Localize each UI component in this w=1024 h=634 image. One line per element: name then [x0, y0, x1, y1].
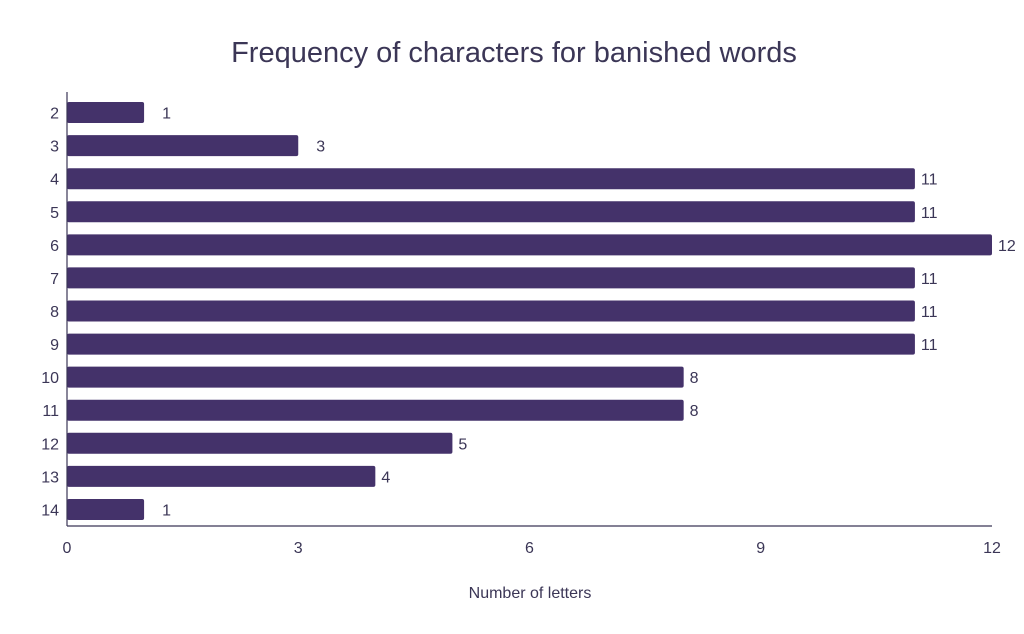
y-axis-ticks: 2 3 4 5 6 7 8 9 10 11 12 13 14 — [41, 106, 59, 520]
data-label-11: 8 — [690, 403, 699, 420]
data-label-7: 11 — [921, 271, 938, 288]
data-label-4: 11 — [921, 172, 938, 189]
bar-2 — [67, 102, 145, 124]
bars-group — [67, 102, 992, 520]
y-tick-label-6: 6 — [50, 238, 59, 255]
bar-13 — [67, 465, 376, 487]
y-tick-label-14: 14 — [41, 502, 59, 519]
x-tick-label-12: 12 — [983, 540, 1001, 557]
y-tick-label-12: 12 — [41, 436, 59, 453]
y-tick-label-5: 5 — [50, 205, 59, 222]
bar-4 — [67, 168, 915, 190]
data-labels-group: 1 3 11 11 12 11 11 11 8 8 5 4 1 — [162, 106, 1016, 520]
data-label-10: 8 — [690, 370, 699, 387]
y-tick-label-3: 3 — [50, 139, 59, 156]
bar-12 — [67, 432, 453, 454]
y-tick-label-9: 9 — [50, 337, 59, 354]
y-tick-label-2: 2 — [50, 106, 59, 123]
x-tick-label-3: 3 — [294, 540, 303, 557]
bar-3 — [67, 135, 299, 157]
y-tick-label-8: 8 — [50, 304, 59, 321]
bar-5 — [67, 201, 915, 223]
x-axis-ticks: 0 3 6 9 12 — [63, 540, 1001, 557]
data-label-8: 11 — [921, 304, 938, 321]
y-tick-label-13: 13 — [41, 469, 59, 486]
y-tick-label-7: 7 — [50, 271, 59, 288]
data-label-14: 1 — [162, 502, 171, 519]
data-label-13: 4 — [381, 469, 390, 486]
x-tick-label-9: 9 — [756, 540, 765, 557]
data-label-3: 3 — [316, 139, 325, 156]
y-tick-label-11: 11 — [42, 403, 59, 420]
bar-11 — [67, 399, 684, 421]
bar-6 — [67, 234, 992, 256]
data-label-9: 11 — [921, 337, 938, 354]
y-tick-label-10: 10 — [41, 370, 59, 387]
chart-title: Frequency of characters for banished wor… — [231, 37, 797, 69]
data-label-5: 11 — [921, 205, 938, 222]
x-tick-label-6: 6 — [525, 540, 534, 557]
bar-9 — [67, 333, 915, 355]
bar-14 — [67, 498, 145, 520]
bar-10 — [67, 366, 684, 388]
y-tick-label-4: 4 — [50, 172, 59, 189]
bar-8 — [67, 300, 915, 322]
x-tick-label-0: 0 — [63, 540, 72, 557]
data-label-2: 1 — [162, 106, 171, 123]
data-label-12: 5 — [458, 436, 467, 453]
bar-7 — [67, 267, 915, 289]
x-axis-label: Number of letters — [469, 585, 592, 602]
data-label-6: 12 — [998, 238, 1016, 255]
